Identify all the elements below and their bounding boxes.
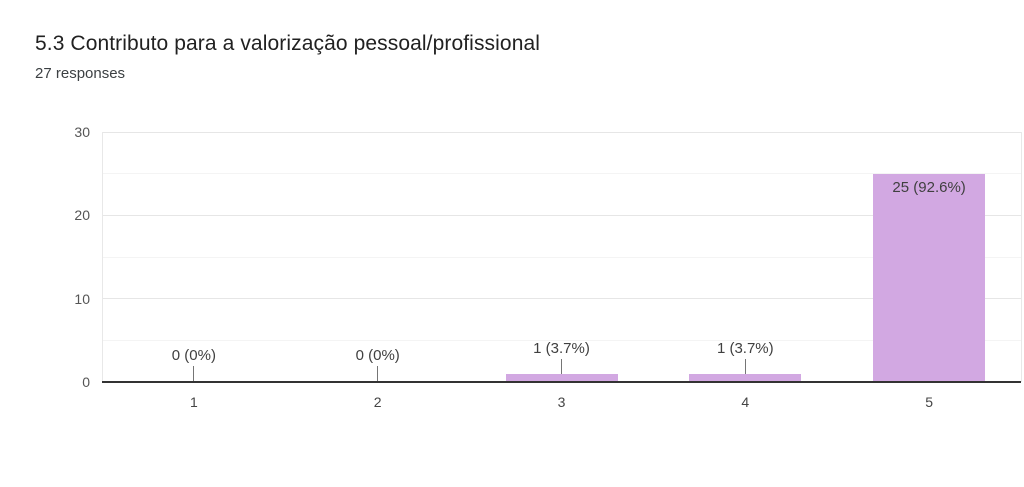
x-axis-category-label: 4 bbox=[741, 394, 750, 410]
plot-border-right bbox=[1021, 132, 1022, 382]
bar-value-label: 0 (0%) bbox=[355, 347, 400, 364]
gridline bbox=[102, 298, 1021, 300]
x-axis-category-label: 5 bbox=[925, 394, 933, 410]
y-axis-tick-label: 0 bbox=[82, 374, 90, 390]
x-axis-category-label: 1 bbox=[189, 394, 198, 410]
minor-gridline bbox=[102, 256, 1021, 258]
x-axis-category-label: 2 bbox=[373, 394, 382, 410]
bar-category-4 bbox=[689, 373, 802, 382]
responses-count: 27 responses bbox=[35, 65, 126, 82]
x-axis-category-label: 3 bbox=[557, 394, 566, 410]
gridline bbox=[102, 131, 1021, 133]
bar-category-5 bbox=[873, 173, 986, 382]
annotation-stem bbox=[561, 358, 562, 374]
bar-value-label: 1 (3.7%) bbox=[716, 339, 774, 357]
bar-value-label: 1 (3.7%) bbox=[533, 339, 590, 357]
bar-category-3 bbox=[505, 373, 618, 382]
chart-title: 5.3 Contributo para a valorização pessoa… bbox=[35, 32, 541, 55]
y-axis-tick-label: 20 bbox=[74, 207, 90, 224]
y-axis-tick-label: 30 bbox=[74, 124, 90, 140]
annotation-stem bbox=[193, 366, 195, 381]
x-axis-line bbox=[102, 381, 1021, 383]
bar-value-label: 0 (0%) bbox=[171, 347, 216, 364]
y-axis-tick-label: 10 bbox=[74, 290, 90, 307]
minor-gridline bbox=[102, 173, 1021, 175]
annotation-stem bbox=[744, 358, 746, 374]
bar-value-label: 25 (92.6%) bbox=[892, 178, 966, 196]
gridline bbox=[102, 214, 1021, 216]
minor-gridline bbox=[102, 339, 1021, 341]
annotation-stem bbox=[377, 366, 379, 381]
plot-border-left bbox=[102, 132, 103, 382]
